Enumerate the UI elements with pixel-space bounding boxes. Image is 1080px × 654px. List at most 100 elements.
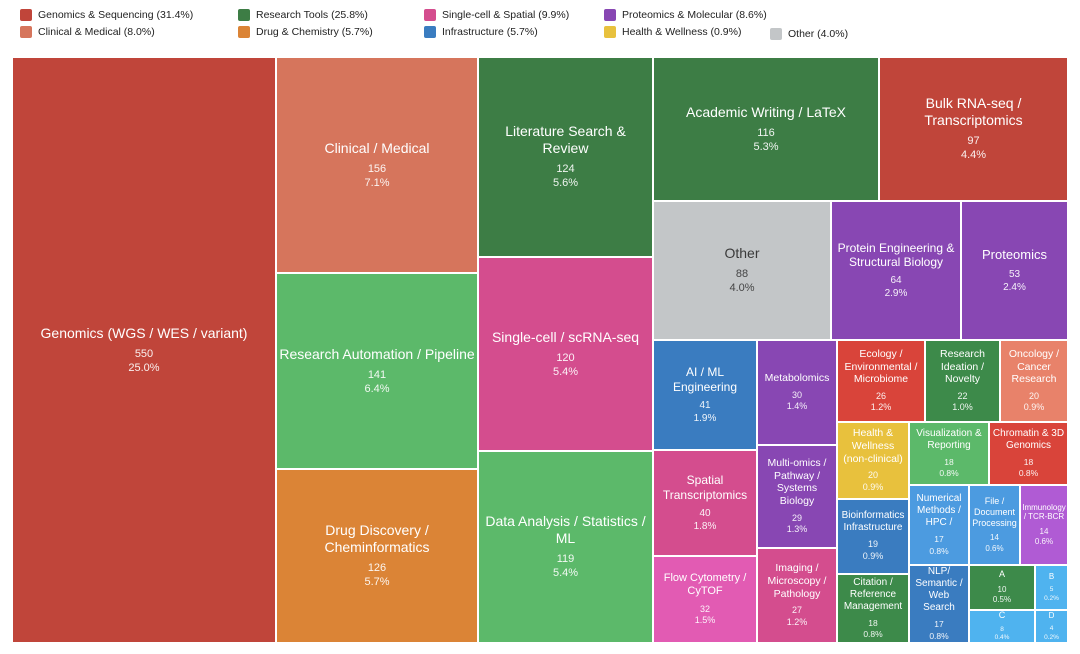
tile-percent: 0.8% (1018, 468, 1039, 478)
tile-value: 4 (1049, 625, 1054, 633)
treemap-tile-other: Other 88 4.0% (653, 201, 831, 340)
tile-percent: 2.9% (884, 288, 908, 300)
tile-percent: 0.9% (862, 551, 884, 561)
tile-value: 97 (967, 135, 980, 147)
tile-label: Bioinformatics Infrastructure (841, 510, 905, 534)
legend-item: Research Tools (25.8%) (238, 7, 368, 23)
tile-value: 19 (867, 539, 878, 550)
treemap-tile-fileproc: File / Document Processing 14 0.6% (969, 485, 1020, 565)
tile-percent: 0.5% (992, 595, 1012, 605)
tile-value: 10 (997, 585, 1007, 594)
tile-percent: 5.7% (364, 576, 390, 589)
treemap-tile-ecology: Ecology / Environmental / Microbiome 26 1.… (837, 340, 925, 422)
tile-percent: 2.4% (1003, 281, 1026, 293)
tile-percent: 5.3% (753, 140, 779, 153)
tile-percent: 7.1% (364, 176, 390, 189)
treemap-tile-drug: Drug Discovery / Cheminformatics 126 5.7% (276, 469, 478, 643)
tile-value: 20 (867, 470, 878, 481)
legend-item: Clinical & Medical (8.0%) (20, 24, 155, 40)
tile-value: 141 (367, 368, 387, 381)
tile-percent: 0.2% (1044, 594, 1059, 602)
legend-label: Health & Wellness (0.9%) (622, 26, 742, 38)
tile-percent: 0.8% (863, 629, 883, 639)
tile-percent: 5.4% (552, 365, 579, 378)
tile-value: 5 (1049, 586, 1054, 594)
tile-label: C (998, 610, 1006, 621)
treemap-tile-metabolomics: Metabolomics 30 1.4% (757, 340, 837, 445)
tile-label: Health & Wellness (non-clinical) (843, 427, 903, 465)
tile-percent: 5.4% (552, 567, 579, 580)
tile-value: 53 (1008, 268, 1021, 280)
tile-percent: 5.6% (552, 177, 579, 190)
treemap-tile-numerical: Numerical Methods / HPC / 17 0.8% (909, 485, 969, 565)
legend-swatch (238, 26, 250, 38)
tile-value: 14 (990, 533, 999, 543)
treemap-tile-protein: Protein Engineering & Structural Biology… (831, 201, 961, 340)
legend-label: Other (4.0%) (788, 28, 849, 40)
tile-label: Immunology / TCR-BCR (1022, 502, 1066, 522)
legend-swatch (770, 28, 782, 40)
treemap-tile-litsearch: Literature Search & Review 124 5.6% (478, 57, 653, 257)
tile-label: Academic Writing / LaTeX (685, 103, 847, 120)
treemap-tile-d: D 4 0.2% (1035, 610, 1068, 643)
legend-item: Infrastructure (5.7%) (424, 24, 538, 40)
legend-item: Proteomics & Molecular (8.6%) (604, 7, 767, 23)
tile-value: 14 (1039, 526, 1049, 536)
tile-percent: 1.2% (786, 616, 808, 627)
tile-percent: 0.9% (862, 481, 884, 492)
treemap-tile-clinical: Clinical / Medical 156 7.1% (276, 57, 478, 273)
legend-swatch (424, 26, 436, 38)
treemap-tile-singlecell: Single-cell / scRNA-seq 120 5.4% (478, 257, 653, 451)
tile-value: 22 (957, 390, 968, 401)
tile-label: Research Automation / Pipeline (279, 345, 475, 362)
tile-label: Single-cell / scRNA-seq (491, 328, 640, 345)
legend-item: Genomics & Sequencing (31.4%) (20, 7, 193, 23)
tile-percent: 0.2% (1044, 633, 1059, 641)
treemap-tile-viz: Visualization & Reporting 18 0.8% (909, 422, 989, 485)
tile-label: Spatial Transcriptomics (662, 473, 748, 502)
treemap-tile-immunology: Immunology / TCR-BCR 14 0.6% (1020, 485, 1068, 565)
tile-percent: 0.8% (939, 468, 959, 478)
tile-value: 550 (134, 347, 154, 360)
treemap-tile-chromatin: Chromatin & 3D Genomics 18 0.8% (989, 422, 1068, 485)
tile-label: Metabolomics (764, 372, 830, 385)
tile-value: 26 (875, 390, 886, 401)
tile-label: Data Analysis / Statistics / ML (485, 513, 646, 547)
tile-label: Multi-omics / Pathway / Systems Biology (767, 457, 827, 507)
tile-label: Ecology / Environmental / Microbiome (844, 347, 918, 386)
tile-percent: 0.6% (1034, 537, 1054, 547)
tile-percent: 1.3% (786, 524, 808, 535)
legend-item: Health & Wellness (0.9%) (604, 24, 741, 40)
tile-value: 18 (944, 456, 954, 467)
legend-label: Infrastructure (5.7%) (442, 26, 538, 38)
tile-value: 20 (1028, 390, 1039, 401)
tile-percent: 1.2% (870, 402, 892, 413)
treemap-tile-nlp: NLP/ Semantic / Web Search 17 0.8% (909, 565, 969, 643)
legend-item: Other (4.0%) (770, 26, 848, 42)
treemap-tile-imaging: Imaging / Microscopy / Pathology 27 1.2% (757, 548, 837, 643)
legend-label: Single-cell & Spatial (9.9%) (442, 9, 570, 21)
tile-label: Proteomics (981, 247, 1048, 263)
tile-percent: 1.9% (693, 412, 717, 424)
tile-label: B (1048, 571, 1055, 581)
tile-label: Clinical / Medical (324, 139, 430, 156)
legend-item: Single-cell & Spatial (9.9%) (424, 7, 569, 23)
tile-value: 17 (934, 619, 944, 630)
treemap-tile-ideation: Research Ideation / Novelty 22 1.0% (925, 340, 1000, 422)
tile-label: Oncology / Cancer Research (1008, 347, 1060, 386)
tile-label: Drug Discovery / Cheminformatics (324, 522, 430, 556)
tile-label: Imaging / Microscopy / Pathology (767, 562, 827, 600)
treemap-tile-flow: Flow Cytometry / CyTOF 32 1.5% (653, 556, 757, 643)
treemap-tile-oncology: Oncology / Cancer Research 20 0.9% (1000, 340, 1068, 422)
legend-swatch (20, 9, 32, 21)
tile-label: Literature Search & Review (505, 123, 626, 157)
treemap-tile-bioinfra: Bioinformatics Infrastructure 19 0.9% (837, 499, 909, 574)
legend-swatch (424, 9, 436, 21)
legend-label: Drug & Chemistry (5.7%) (256, 26, 373, 38)
treemap-tile-writing: Academic Writing / LaTeX 116 5.3% (653, 57, 879, 201)
tile-value: 126 (367, 562, 387, 574)
tile-percent: 0.9% (1023, 402, 1045, 413)
tile-percent: 6.4% (364, 382, 390, 395)
tile-percent: 1.4% (786, 401, 808, 412)
tile-value: 116 (757, 126, 775, 139)
